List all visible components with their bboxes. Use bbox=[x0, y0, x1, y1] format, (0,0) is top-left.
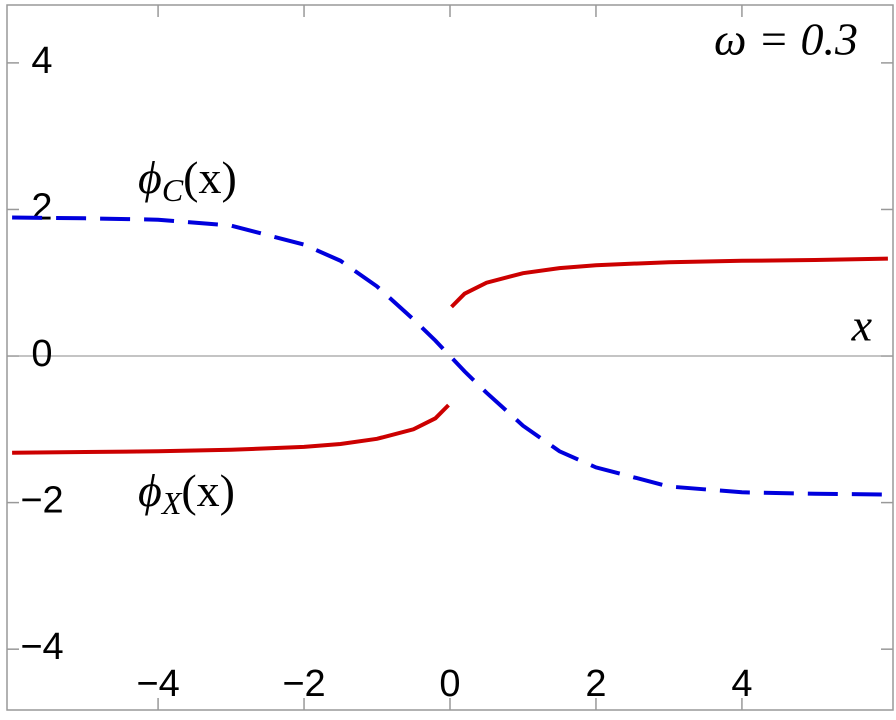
y-tick-label: 2 bbox=[31, 186, 52, 228]
x-tick-label: −2 bbox=[282, 663, 325, 705]
series-label: ϕC(x) bbox=[138, 152, 237, 209]
series-line bbox=[12, 256, 888, 455]
label-subscript: C bbox=[162, 172, 184, 208]
annotation-omega: ω = 0.3 bbox=[714, 14, 858, 65]
y-tick-label: 0 bbox=[31, 333, 52, 375]
x-tick-label: 4 bbox=[731, 663, 752, 705]
y-tick-label: 4 bbox=[31, 40, 52, 82]
series-label: ϕX(x) bbox=[138, 465, 235, 522]
frame bbox=[6, 4, 894, 711]
x-tick-label: −4 bbox=[136, 663, 179, 705]
x-tick-label: 2 bbox=[585, 663, 606, 705]
x-tick-label: 0 bbox=[439, 663, 460, 705]
label-argument: (x) bbox=[181, 465, 235, 516]
series-line bbox=[12, 215, 888, 497]
label-subscript: X bbox=[160, 485, 183, 521]
y-tick-label: −2 bbox=[20, 480, 63, 522]
axis-label-x: x bbox=[851, 300, 873, 351]
label-symbol: ϕ bbox=[138, 465, 162, 516]
label-argument: (x) bbox=[183, 152, 237, 203]
label-symbol: ϕ bbox=[138, 152, 162, 203]
y-tick-label: −4 bbox=[20, 626, 63, 668]
